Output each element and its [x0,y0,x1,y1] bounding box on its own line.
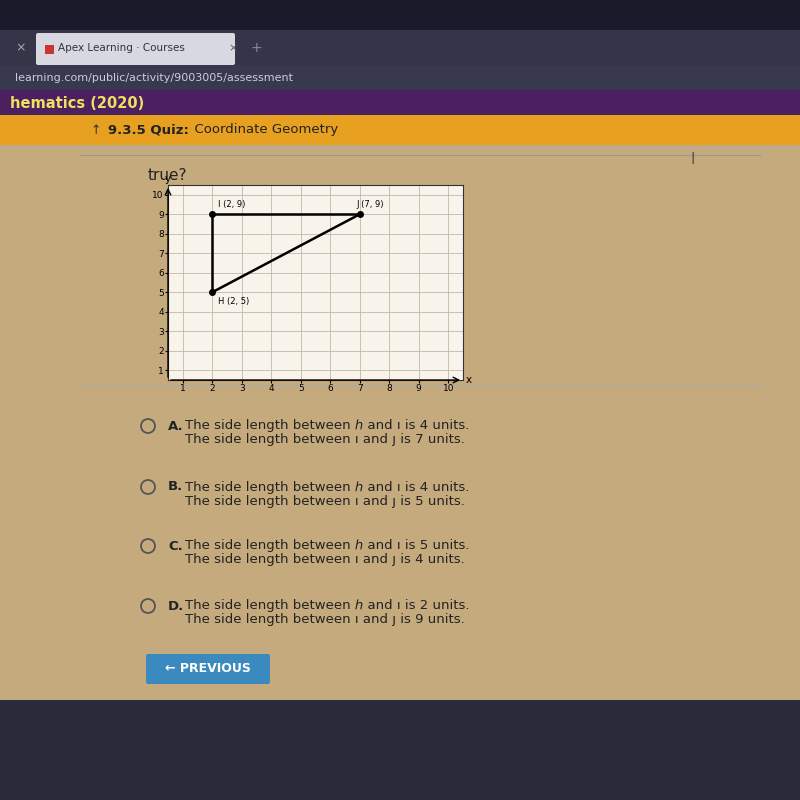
Text: The side length between ℎ and ı is 2 units.: The side length between ℎ and ı is 2 uni… [185,599,470,613]
Text: A.: A. [168,419,184,433]
Text: +: + [250,41,262,55]
Text: ↑: ↑ [90,123,101,137]
Text: ×: × [15,42,26,54]
Text: Apex Learning · Courses: Apex Learning · Courses [58,43,185,53]
Text: Coordinate Geometry: Coordinate Geometry [186,123,338,137]
Text: y: y [165,174,171,184]
Bar [0,115,800,145]
Text: The side length between ı and ȷ is 7 units.: The side length between ı and ȷ is 7 uni… [185,434,465,446]
Bar [0,700,800,800]
Text: The side length between ı and ȷ is 4 units.: The side length between ı and ȷ is 4 uni… [185,554,465,566]
Text: The side length between ℎ and ı is 5 units.: The side length between ℎ and ı is 5 uni… [185,539,470,553]
Text: true?: true? [148,167,187,182]
Text: ← PREVIOUS: ← PREVIOUS [165,662,251,675]
Text: I: I [690,153,694,167]
Bar [0,0,800,30]
Text: hematics (2020): hematics (2020) [10,95,144,110]
Bar [0,145,800,800]
FancyBboxPatch shape [36,33,235,65]
Text: learning.com/public/activity/9003005/assessment: learning.com/public/activity/9003005/ass… [15,73,293,83]
Text: 9.3.5 Quiz:: 9.3.5 Quiz: [108,123,189,137]
Text: H (2, 5): H (2, 5) [218,297,250,306]
Text: J (7, 9): J (7, 9) [357,200,384,210]
Text: B.: B. [168,481,183,494]
Text: The side length between ℎ and ı is 4 units.: The side length between ℎ and ı is 4 uni… [185,481,470,494]
Text: The side length between ı and ȷ is 5 units.: The side length between ı and ȷ is 5 uni… [185,494,465,507]
Text: The side length between ı and ȷ is 9 units.: The side length between ı and ȷ is 9 uni… [185,614,465,626]
Text: I (2, 9): I (2, 9) [218,200,246,210]
Bar [45,45,54,54]
Bar [0,65,800,90]
Text: D.: D. [168,599,184,613]
Bar [0,30,800,65]
Text: The side length between ℎ and ı is 4 units.: The side length between ℎ and ı is 4 uni… [185,419,470,433]
Text: x: x [466,375,472,385]
FancyBboxPatch shape [146,654,270,684]
Bar [0,90,800,115]
Text: ×: × [228,43,238,53]
Text: C.: C. [168,539,182,553]
